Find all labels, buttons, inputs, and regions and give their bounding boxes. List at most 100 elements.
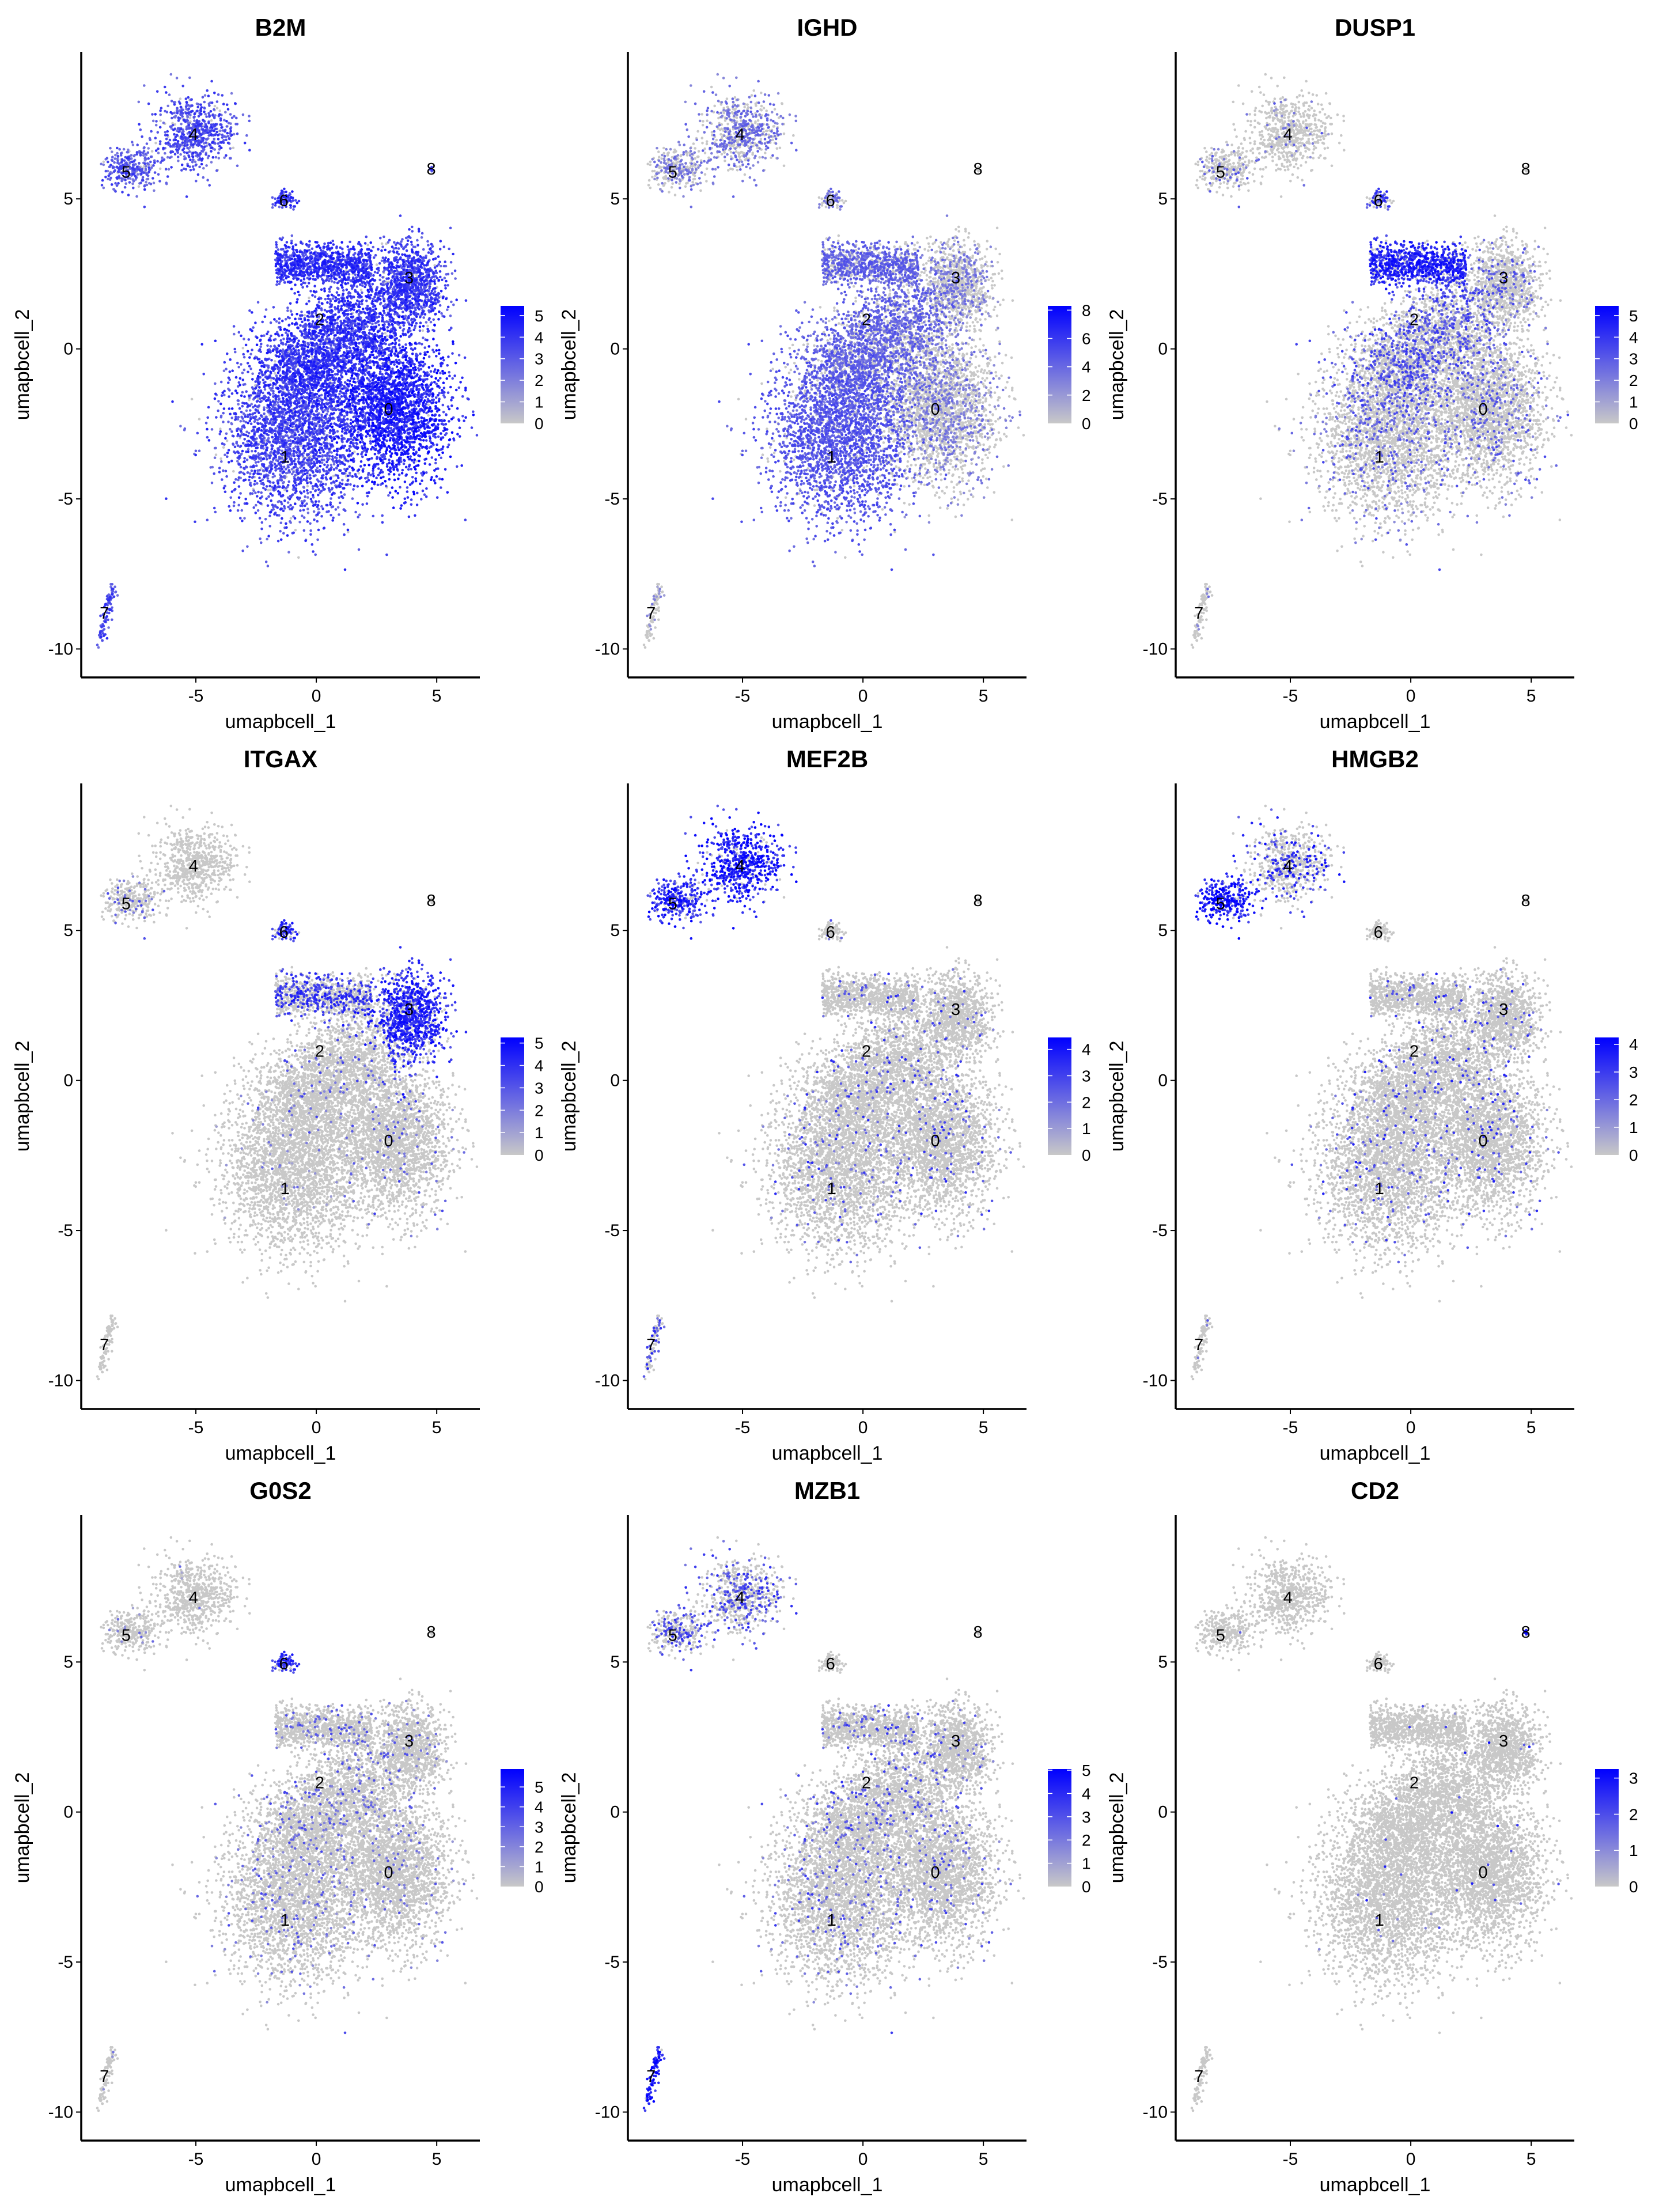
cell-point bbox=[139, 151, 142, 154]
cell-point bbox=[365, 300, 368, 302]
cell-point bbox=[162, 122, 165, 124]
cell-point bbox=[317, 508, 320, 511]
cell-point bbox=[420, 286, 423, 289]
cell-point bbox=[100, 162, 103, 165]
cell-point bbox=[245, 410, 248, 412]
cell-point bbox=[290, 517, 293, 520]
cell-point bbox=[215, 453, 218, 456]
cell-point bbox=[374, 271, 377, 274]
cell-point bbox=[249, 409, 252, 412]
cell-point bbox=[196, 432, 199, 435]
cell-point bbox=[289, 443, 292, 446]
cell-point bbox=[218, 467, 221, 469]
cell-point bbox=[259, 422, 262, 425]
cell-point bbox=[229, 428, 232, 431]
cell-point bbox=[283, 281, 286, 284]
cell-point bbox=[439, 372, 442, 374]
cell-point bbox=[257, 301, 260, 304]
cell-point bbox=[274, 204, 277, 207]
cell-point bbox=[257, 461, 260, 464]
cell-point bbox=[203, 107, 206, 110]
cell-point bbox=[298, 521, 301, 524]
cell-point bbox=[270, 461, 272, 464]
cell-point bbox=[272, 482, 275, 484]
cell-point bbox=[282, 475, 285, 478]
cell-point bbox=[204, 94, 207, 97]
cell-point bbox=[185, 97, 188, 100]
cell-point bbox=[369, 440, 372, 443]
cell-point bbox=[430, 321, 433, 324]
cell-point bbox=[139, 128, 142, 131]
cell-point bbox=[300, 505, 302, 507]
cell-point bbox=[143, 185, 146, 188]
cell-point bbox=[225, 433, 228, 435]
cell-point bbox=[331, 487, 334, 490]
cell-point bbox=[378, 279, 381, 282]
cell-point bbox=[251, 469, 253, 472]
cell-point bbox=[437, 435, 440, 438]
cell-point bbox=[169, 126, 172, 128]
cell-point bbox=[113, 161, 116, 164]
cell-point bbox=[354, 511, 357, 514]
cell-point bbox=[117, 155, 120, 158]
cell-point bbox=[180, 169, 183, 172]
cell-point bbox=[317, 500, 320, 503]
cell-point bbox=[253, 483, 256, 486]
cell-point bbox=[451, 272, 454, 275]
cell-point bbox=[190, 169, 192, 172]
cell-point bbox=[312, 487, 315, 490]
cell-point bbox=[213, 108, 215, 111]
cell-point bbox=[234, 452, 237, 454]
cell-point bbox=[179, 97, 182, 100]
cell-point bbox=[349, 472, 351, 475]
cell-point bbox=[230, 423, 233, 426]
cell-point bbox=[144, 156, 147, 159]
cell-point bbox=[291, 368, 294, 370]
cell-point bbox=[289, 439, 292, 442]
cell-point bbox=[176, 145, 179, 148]
cell-point bbox=[393, 313, 396, 316]
cell-point bbox=[116, 161, 119, 164]
cell-point bbox=[214, 382, 217, 385]
cell-point bbox=[313, 422, 316, 425]
cell-point bbox=[224, 453, 226, 456]
cell-point bbox=[450, 301, 453, 304]
cell-point bbox=[215, 156, 218, 159]
cell-point bbox=[336, 291, 339, 294]
cell-point bbox=[327, 510, 330, 513]
cell-point bbox=[338, 393, 341, 396]
cell-point bbox=[329, 514, 332, 517]
cell-point bbox=[176, 107, 179, 110]
cell-point bbox=[320, 307, 323, 310]
cell-point bbox=[313, 510, 316, 513]
cell-point bbox=[261, 521, 264, 524]
cell-point bbox=[218, 433, 221, 435]
cell-point bbox=[109, 177, 112, 180]
cell-point bbox=[156, 160, 159, 163]
cell-point bbox=[349, 483, 352, 486]
cell-point bbox=[442, 394, 445, 397]
cell-point bbox=[422, 248, 425, 251]
cell-point bbox=[229, 497, 232, 499]
cell-point bbox=[285, 318, 287, 321]
cell-point bbox=[423, 346, 426, 349]
cell-point bbox=[343, 385, 346, 388]
cell-point bbox=[381, 243, 384, 245]
cell-point bbox=[292, 452, 295, 455]
cell-point bbox=[446, 308, 449, 311]
cell-point bbox=[249, 484, 252, 487]
cell-point bbox=[285, 343, 287, 346]
cell-point bbox=[310, 355, 313, 358]
cell-point bbox=[132, 187, 135, 190]
cell-point bbox=[262, 482, 264, 485]
cell-point bbox=[151, 150, 154, 153]
cell-point bbox=[418, 429, 421, 432]
cell-point bbox=[118, 148, 121, 151]
cell-point bbox=[324, 298, 327, 301]
cell-point bbox=[366, 305, 369, 308]
cell-point bbox=[234, 416, 237, 419]
cell-point bbox=[289, 504, 292, 507]
cell-point bbox=[264, 518, 267, 521]
cell-point bbox=[343, 523, 346, 526]
